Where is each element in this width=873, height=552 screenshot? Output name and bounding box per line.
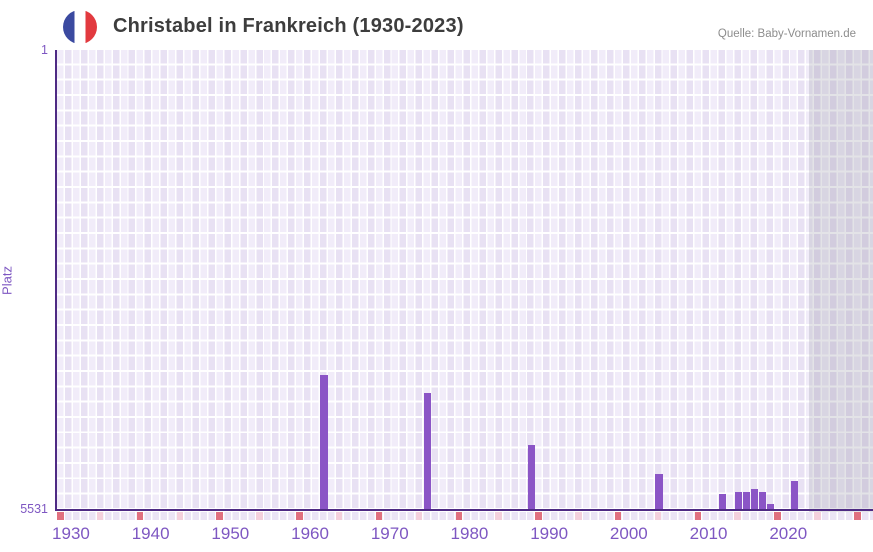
strip-marker-1959	[296, 512, 303, 520]
strip-marker-1944	[176, 512, 184, 520]
source-credit: Quelle: Baby-Vornamen.de	[717, 28, 856, 40]
y-tick-bottom: 5531	[20, 502, 48, 516]
rank-bar-2018[interactable]	[766, 504, 775, 510]
rank-bar-2016[interactable]	[750, 489, 759, 510]
x-tick-1970: 1970	[370, 524, 409, 543]
strip-marker-2009	[694, 512, 702, 520]
strip-marker-1969	[375, 512, 383, 520]
strip-marker-1979	[455, 512, 462, 520]
rank-bar-1975[interactable]	[423, 392, 432, 510]
rank-bar-1962[interactable]	[320, 375, 328, 510]
x-axis-line	[55, 509, 873, 511]
strip-marker-2014	[734, 512, 741, 520]
y-axis-line	[55, 50, 57, 511]
x-tick-1930: 1930	[52, 524, 90, 543]
rank-bar-2017[interactable]	[758, 492, 767, 510]
strip-marker-1974	[415, 512, 423, 520]
x-tick-2010: 2010	[689, 524, 728, 543]
strip-marker-2019	[774, 512, 781, 520]
strip-marker-1939	[136, 512, 144, 520]
y-axis-label: Platz	[0, 266, 15, 295]
rank-bar-2014[interactable]	[734, 491, 743, 510]
strip-marker-1989	[535, 512, 542, 520]
timeline-strip	[57, 512, 873, 520]
rank-bar-2012[interactable]	[718, 494, 727, 510]
x-tick-1980: 1980	[450, 524, 489, 543]
strip-marker-1949	[216, 512, 223, 520]
strip-marker-1964	[335, 512, 343, 520]
x-tick-1940: 1940	[131, 524, 170, 543]
strip-marker-1984	[495, 512, 502, 520]
x-tick-2020: 2020	[769, 524, 808, 543]
y-tick-top: 1	[41, 43, 48, 57]
plot-area	[57, 50, 873, 510]
strip-marker-1934	[96, 512, 104, 520]
rank-bar-1988[interactable]	[527, 445, 536, 510]
france-flag-icon	[63, 10, 97, 44]
x-tick-1960: 1960	[291, 524, 329, 543]
rank-bar-2015[interactable]	[742, 491, 751, 510]
strip-marker-2029	[854, 512, 861, 520]
strip-marker-1999	[614, 512, 622, 520]
strip-marker-1994	[575, 512, 582, 520]
chart-title: Christabel in Frankreich (1930-2023)	[113, 15, 464, 37]
strip-marker-2004	[654, 512, 662, 520]
rank-bar-2004[interactable]	[655, 474, 663, 510]
strip-marker-2024	[814, 512, 821, 520]
x-tick-1990: 1990	[530, 524, 569, 543]
rank-bar-2021[interactable]	[790, 480, 799, 510]
strip-marker-1929	[57, 512, 64, 520]
strip-marker-1954	[256, 512, 263, 520]
x-tick-2000: 2000	[609, 524, 648, 543]
x-tick-1950: 1950	[211, 524, 250, 543]
